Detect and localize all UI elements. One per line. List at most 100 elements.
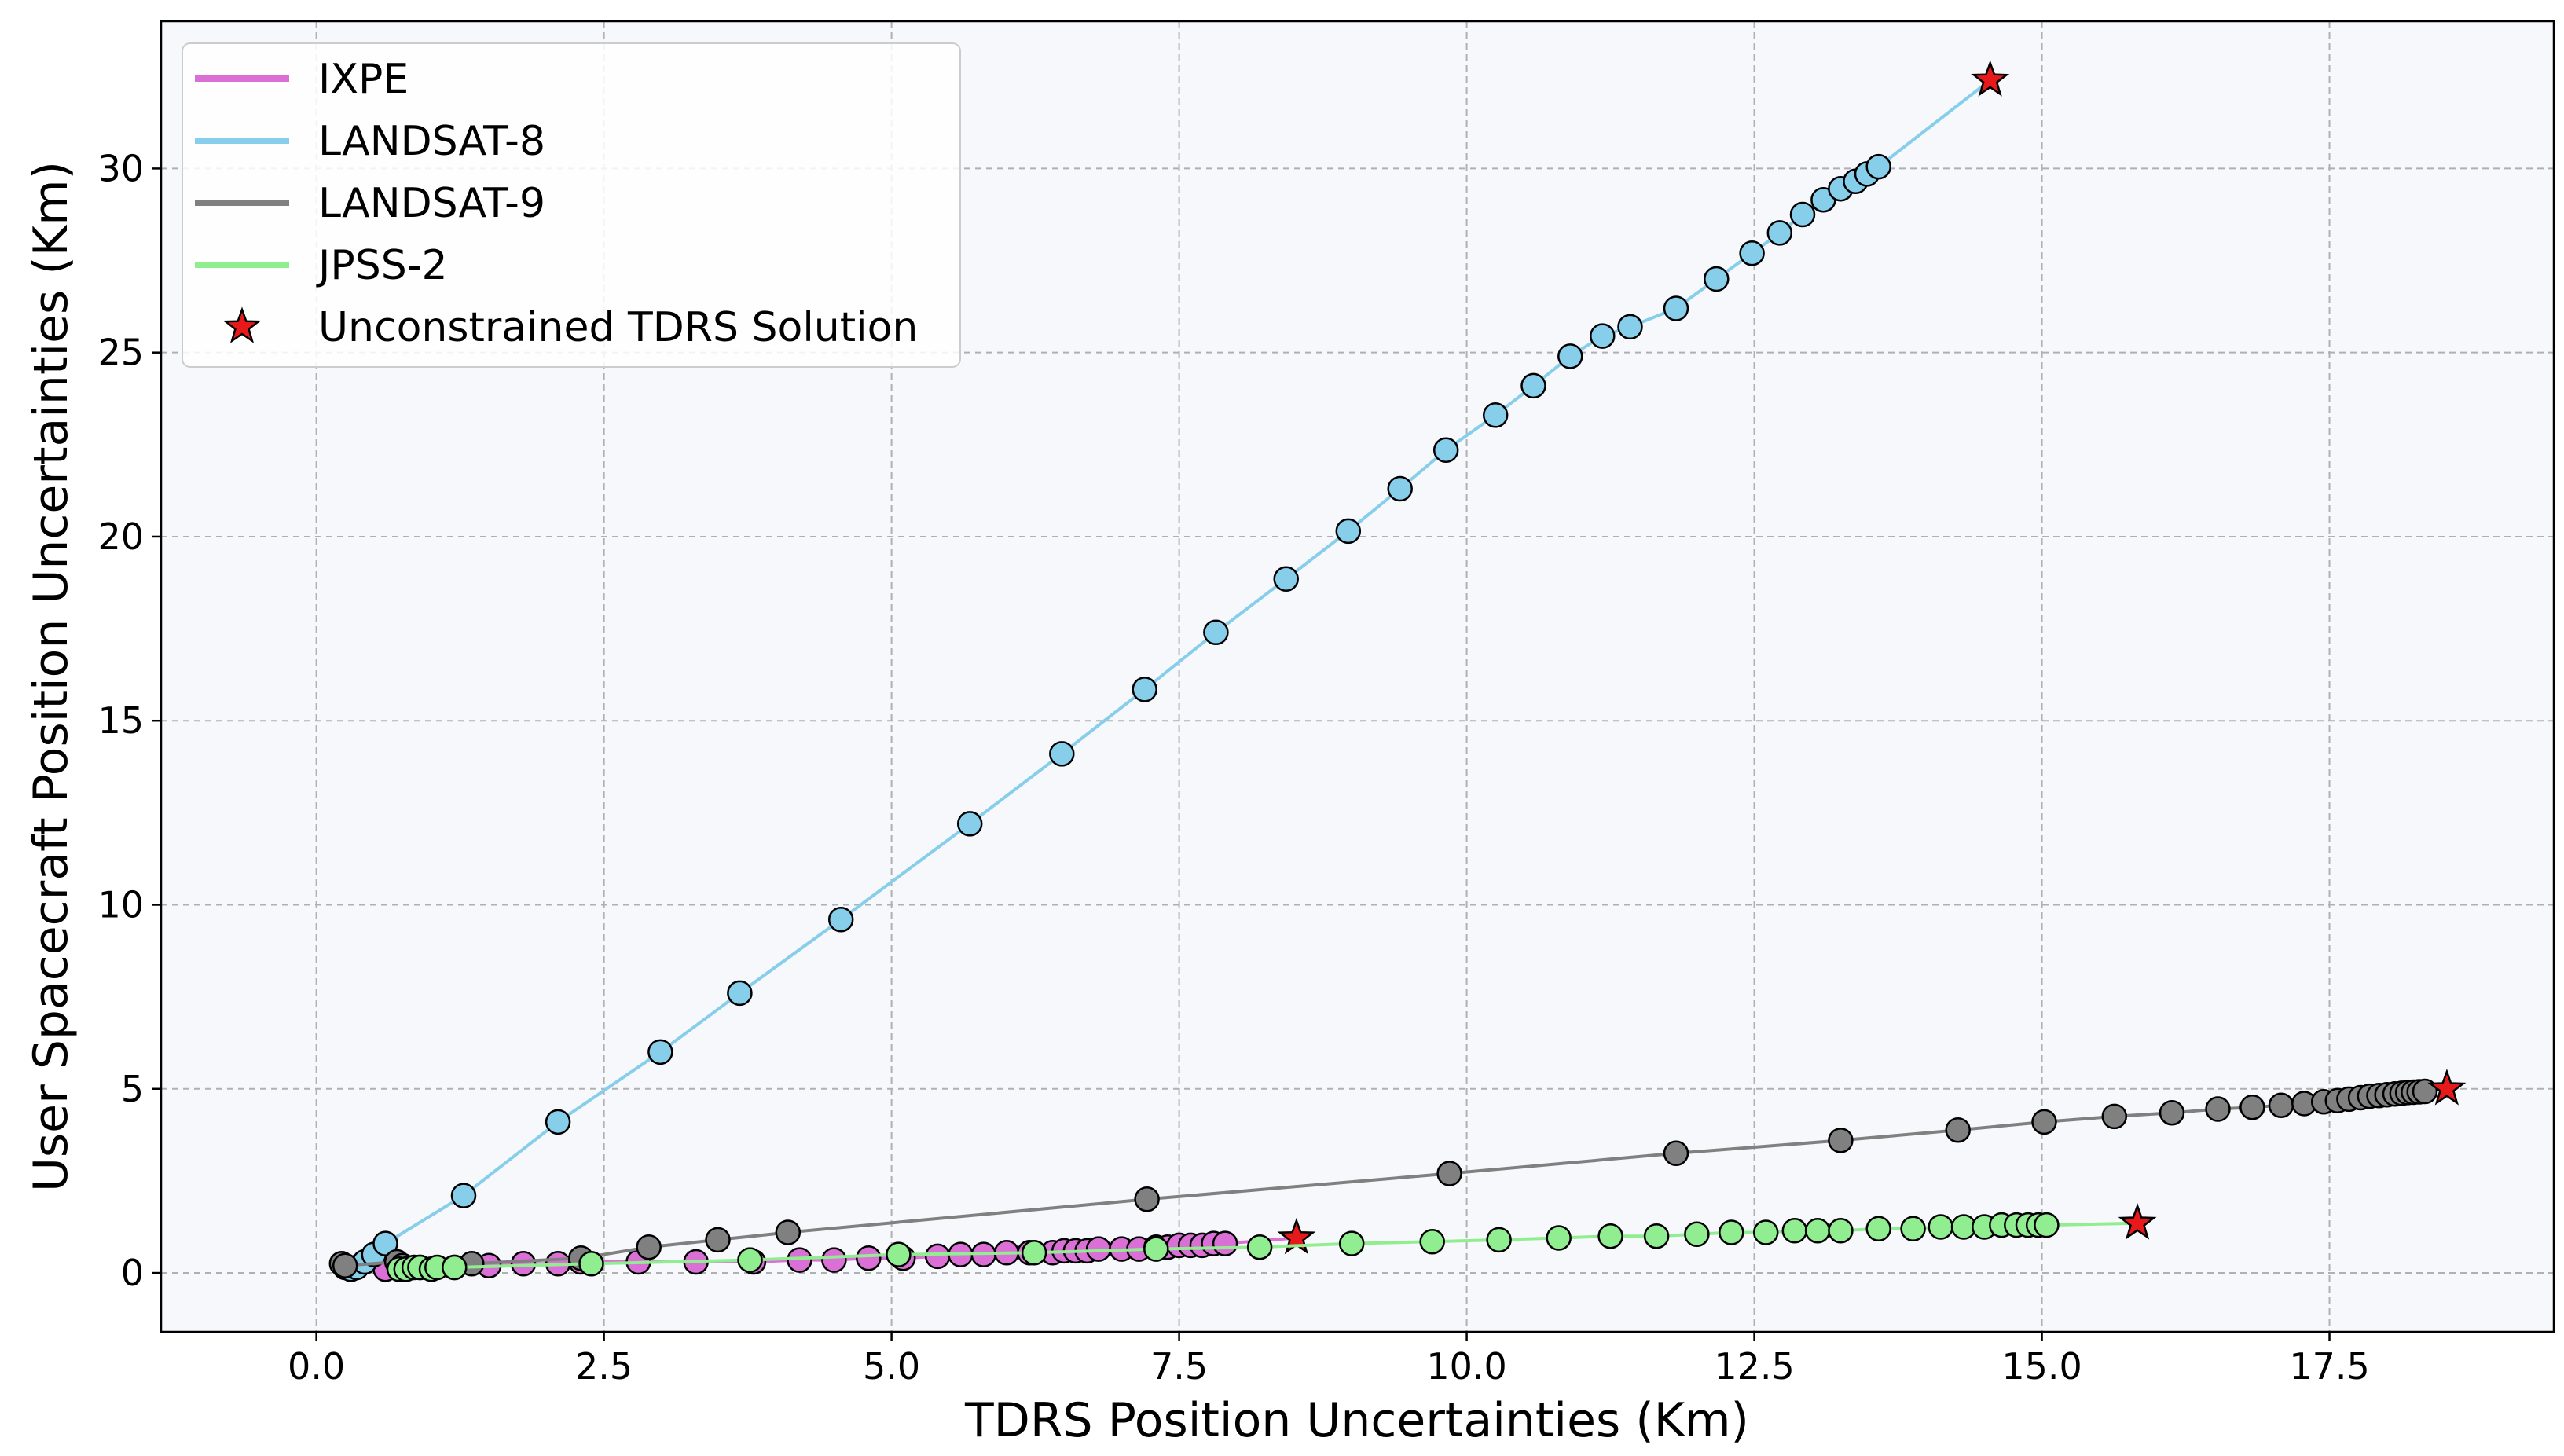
data-point: [1684, 1221, 1710, 1248]
data-point: [924, 1243, 951, 1270]
data-point: [1752, 1219, 1779, 1245]
y-tick-label: 10: [97, 883, 144, 926]
data-point: [1246, 1234, 1273, 1260]
data-point: [1134, 1186, 1160, 1212]
legend-label: JPSS-2: [316, 242, 448, 289]
data-point: [578, 1251, 604, 1277]
data-point: [1865, 1216, 1891, 1242]
data-point: [1865, 153, 1891, 180]
data-point: [2034, 1212, 2060, 1238]
x-tick-label: 12.5: [1714, 1345, 1794, 1388]
data-point: [886, 1241, 912, 1267]
data-point: [1387, 475, 1413, 502]
data-point: [1789, 201, 1816, 228]
data-point: [2239, 1094, 2265, 1120]
x-tick-label: 7.5: [1150, 1345, 1208, 1388]
data-point: [1617, 314, 1643, 340]
data-point: [450, 1183, 477, 1208]
data-point: [737, 1247, 763, 1273]
data-point: [1419, 1228, 1445, 1255]
unconstrained-solution-star: [2118, 1203, 2157, 1240]
data-point: [1643, 1223, 1670, 1249]
data-point: [1486, 1227, 1512, 1253]
data-point: [1590, 323, 1616, 349]
y-tick-label: 5: [121, 1068, 144, 1110]
data-point: [1663, 1140, 1689, 1167]
data-point: [1766, 220, 1793, 246]
data-point: [1436, 1161, 1462, 1186]
data-point: [510, 1251, 537, 1277]
legend-label: Unconstrained TDRS Solution: [318, 304, 918, 351]
y-axis-label: User Spacecraft Position Uncertainties (…: [24, 161, 79, 1192]
legend-label: LANDSAT-8: [318, 118, 545, 165]
plot-frame: [160, 20, 2555, 1333]
x-tick-label: 10.0: [1426, 1345, 1506, 1388]
x-tick-label: 2.5: [575, 1345, 633, 1388]
y-axis-ticks: 0 5 10 15 20 25 30: [97, 147, 161, 1294]
legend-box: [182, 42, 961, 368]
y-tick-label: 25: [97, 332, 144, 374]
y-tick-label: 20: [97, 515, 144, 558]
data-point: [827, 906, 854, 933]
legend-label: IXPE: [318, 56, 409, 103]
data-point: [2268, 1092, 2294, 1119]
data-point: [2412, 1078, 2438, 1105]
series-layer: [328, 60, 2467, 1282]
data-point: [1597, 1223, 1623, 1249]
legend-star-icon: [222, 306, 262, 343]
data-point: [2205, 1096, 2231, 1122]
data-point: [1928, 1214, 1953, 1240]
data-point: [775, 1219, 801, 1245]
data-point: [1203, 619, 1229, 646]
data-point: [372, 1230, 398, 1256]
y-tick-label: 30: [97, 147, 144, 189]
data-point: [1546, 1225, 1572, 1251]
data-point: [1900, 1216, 1926, 1242]
data-point: [442, 1254, 468, 1281]
legend-item: IXPE: [195, 56, 409, 103]
data-point: [1432, 437, 1459, 464]
data-point: [1828, 1217, 1854, 1244]
y-tick-label: 15: [97, 699, 144, 742]
unconstrained-solution-star: [2427, 1069, 2467, 1106]
x-tick-label: 17.5: [2289, 1345, 2369, 1388]
data-point: [1482, 402, 1509, 428]
data-point: [1557, 343, 1583, 369]
data-point: [856, 1245, 882, 1271]
data-point: [1143, 1236, 1169, 1262]
data-point: [956, 811, 983, 837]
data-point: [2101, 1103, 2128, 1130]
data-point: [1021, 1240, 1047, 1266]
data-point: [545, 1109, 571, 1135]
data-point: [1719, 1219, 1744, 1245]
data-point: [647, 1039, 673, 1065]
x-tick-label: 15.0: [2001, 1345, 2082, 1388]
x-axis-ticks: 0.0 2.5 5.0 7.5 10.0 12.5 15.0 17.5: [288, 1332, 2370, 1388]
data-point: [1663, 295, 1689, 321]
data-point: [821, 1247, 847, 1273]
x-axis-label: TDRS Position Uncertainties (Km): [964, 1393, 1749, 1448]
data-point: [1945, 1117, 1971, 1143]
data-point: [1520, 372, 1546, 399]
y-tick-label: 0: [121, 1252, 144, 1294]
legend-label: LANDSAT-9: [318, 180, 545, 227]
data-point: [727, 980, 753, 1007]
unconstrained-solution-star: [1971, 60, 2010, 97]
series-jpss-2: [386, 1203, 2157, 1282]
data-point: [1781, 1217, 1808, 1244]
series-landsat-9: [328, 1069, 2467, 1278]
legend-item: LANDSAT-8: [195, 118, 545, 165]
legend-item: Unconstrained TDRS Solution: [222, 304, 918, 351]
data-point: [705, 1227, 731, 1253]
legend-item: JPSS-2: [195, 242, 448, 289]
x-tick-label: 0.0: [288, 1345, 345, 1388]
data-point: [1828, 1128, 1854, 1153]
x-tick-label: 5.0: [863, 1345, 920, 1388]
data-point: [2159, 1099, 2185, 1126]
data-point: [1338, 1230, 1365, 1256]
data-point: [1049, 741, 1075, 767]
legend: IXPE LANDSAT-8 LANDSAT-9 JPSS-2 Unconstraine…: [182, 42, 961, 368]
data-point: [1212, 1230, 1238, 1256]
data-point: [1704, 266, 1730, 292]
